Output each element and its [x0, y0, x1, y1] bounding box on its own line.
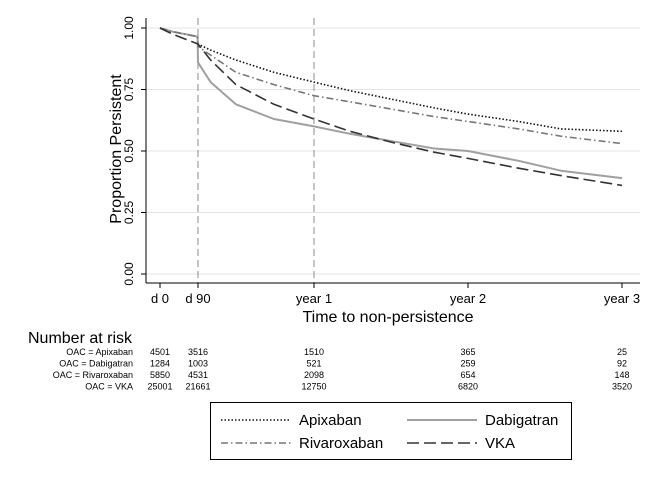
- x-tick-label-year-2: year 2: [450, 291, 486, 306]
- series-line-dabigatran: [159, 27, 623, 180]
- risk-cell-oac-rivaroxaban-3: 654: [460, 370, 475, 380]
- legend-swatch-vka: [407, 442, 477, 444]
- legend: Apixaban Dabigatran Rivaroxaban VKA: [210, 402, 572, 460]
- y-tick-label-0-00: 0.00: [122, 262, 136, 286]
- risk-cell-oac-apixaban-4: 25: [617, 347, 627, 357]
- risk-cell-oac-vka-2: 12750: [301, 382, 326, 392]
- km-chart: 0.00 0.25 0.50 0.75 1.00 d 0 d 90 year 1 year 2 y…: [108, 16, 640, 326]
- ticks: 0.00 0.25 0.50 0.75 1.00 d 0 d 90 year 1 year 2 y…: [122, 16, 640, 306]
- risk-cell-oac-rivaroxaban-4: 148: [614, 370, 629, 380]
- y-axis-title: Proportion Persistent: [108, 74, 125, 224]
- y-tick-label-0-50: 0.50: [122, 139, 136, 163]
- risk-row-label-oac-dabigatran: OAC = Dabigatran: [59, 359, 133, 369]
- risk-cell-oac-dabigatran-1: 1003: [188, 359, 208, 369]
- y-tick-label-0-25: 0.25: [122, 200, 136, 224]
- y-tick-label-0-75: 0.75: [122, 77, 136, 101]
- risk-cell-oac-apixaban-0: 4501: [150, 347, 170, 357]
- legend-label-rivaroxaban: Rivaroxaban: [299, 434, 384, 452]
- legend-swatch-dabigatran: [407, 419, 477, 421]
- legend-item-vka: VKA: [407, 432, 515, 454]
- risk-table-title: Number at risk: [28, 330, 133, 347]
- legend-item-dabigatran: Dabigatran: [407, 409, 558, 431]
- risk-cell-oac-dabigatran-0: 1284: [150, 359, 170, 369]
- legend-label-dabigatran: Dabigatran: [485, 411, 559, 429]
- x-tick-label-d-0: d 0: [151, 291, 169, 306]
- risk-cell-oac-apixaban-3: 365: [460, 347, 475, 357]
- risk-cell-oac-vka-3: 6820: [458, 382, 478, 392]
- series-lines: [159, 27, 623, 187]
- risk-cell-oac-dabigatran-4: 92: [617, 359, 627, 369]
- y-tick-label-1-00: 1.00: [122, 16, 136, 40]
- x-tick-label-d-90: d 90: [185, 291, 210, 306]
- legend-item-rivaroxaban: Rivaroxaban: [221, 432, 383, 454]
- legend-swatch-rivaroxaban: [221, 442, 291, 444]
- x-tick-label-year-3: year 3: [604, 291, 640, 306]
- legend-swatch-apixaban: [221, 419, 291, 421]
- risk-cell-oac-vka-4: 3520: [612, 382, 632, 392]
- risk-row-label-oac-vka: OAC = VKA: [85, 382, 133, 392]
- series-line-rivaroxaban: [159, 27, 623, 145]
- risk-cell-oac-apixaban-2: 1510: [304, 347, 324, 357]
- x-tick-label-year-1: year 1: [296, 291, 332, 306]
- risk-cell-oac-apixaban-1: 3516: [188, 347, 208, 357]
- series-line-vka: [159, 27, 623, 187]
- x-axis-title: Time to non-persistence: [302, 309, 473, 326]
- risk-row-label-oac-apixaban: OAC = Apixaban: [66, 347, 133, 357]
- risk-cell-oac-rivaroxaban-1: 4531: [188, 370, 208, 380]
- grid-lines: [146, 27, 640, 275]
- risk-row-label-oac-rivaroxaban: OAC = Rivaroxaban: [53, 370, 133, 380]
- series-line-apixaban: [159, 27, 623, 133]
- risk-cell-oac-dabigatran-2: 521: [306, 359, 321, 369]
- legend-label-apixaban: Apixaban: [299, 411, 362, 429]
- legend-label-vka: VKA: [485, 434, 516, 452]
- risk-cell-oac-rivaroxaban-2: 2098: [304, 370, 324, 380]
- risk-cell-oac-dabigatran-3: 259: [460, 359, 475, 369]
- risk-cell-oac-rivaroxaban-0: 5850: [150, 370, 170, 380]
- risk-cell-oac-vka-0: 25001: [147, 382, 172, 392]
- risk-cell-oac-vka-1: 21661: [185, 382, 210, 392]
- legend-item-apixaban: Apixaban: [221, 409, 362, 431]
- risk-table: OAC = Apixaban 4501 3516 1510 365 25 OAC = Dab…: [53, 347, 632, 392]
